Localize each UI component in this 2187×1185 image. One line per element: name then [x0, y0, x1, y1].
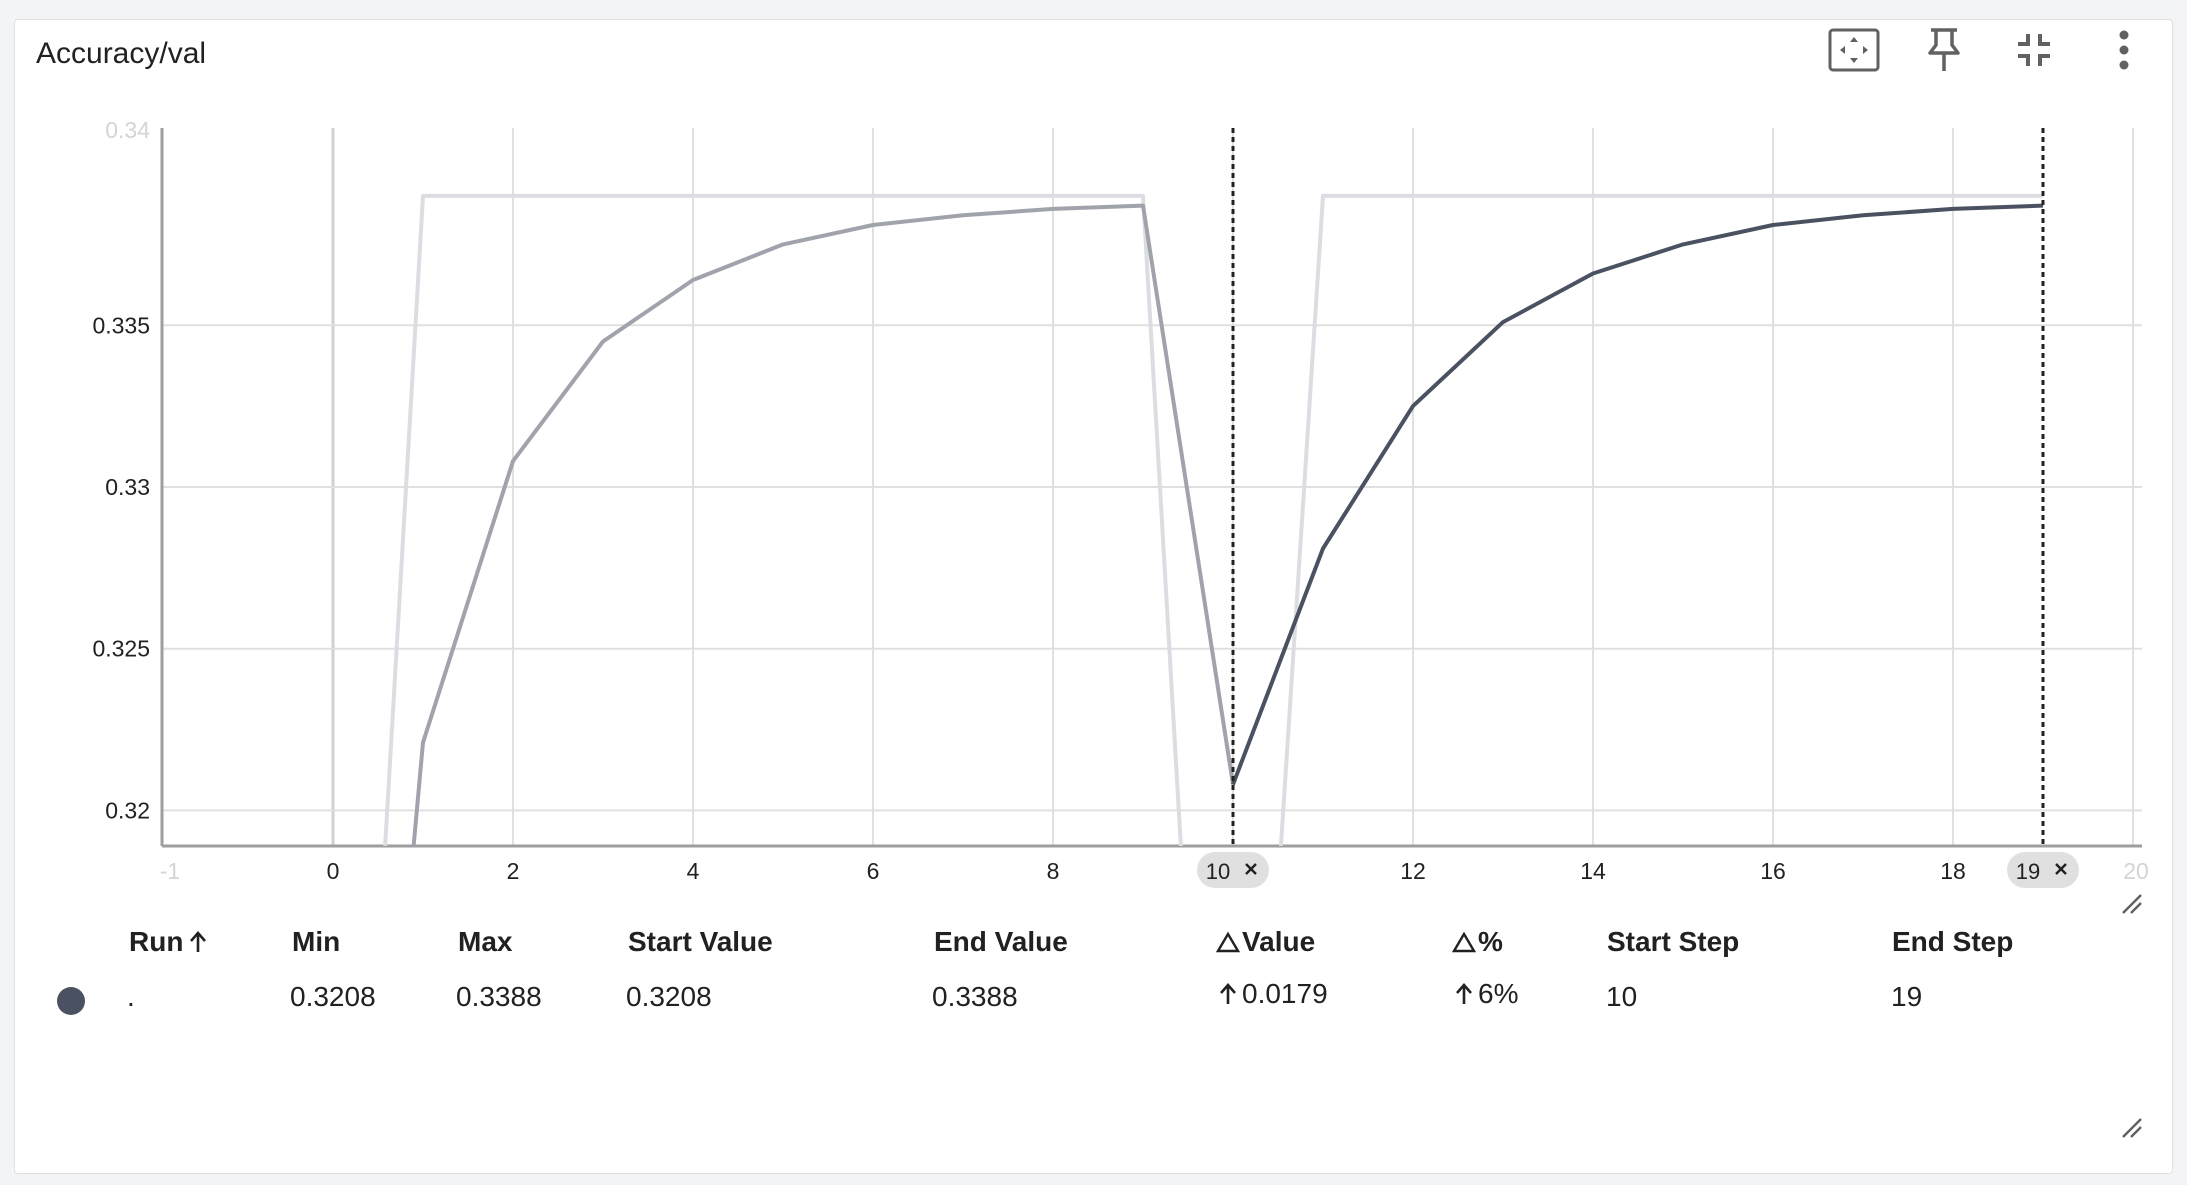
- step-marker-pill[interactable]: 19: [2007, 852, 2079, 888]
- scalar-card: [14, 19, 2173, 1174]
- sort-ascending-icon: [187, 930, 209, 954]
- series-line-smoothed: [411, 203, 1235, 846]
- row-start-value: 0.3208: [626, 981, 712, 1012]
- header-run[interactable]: Run: [129, 926, 209, 958]
- y-tick-label: 0.32: [105, 797, 150, 823]
- x-tick-label: 4: [687, 858, 700, 884]
- close-icon: [2055, 863, 2067, 875]
- row-min: 0.3208: [290, 981, 376, 1012]
- y-tick-label-partial: 0.34: [105, 117, 150, 143]
- x-tick-label-partial: -1: [160, 858, 180, 884]
- run-color-dot[interactable]: [57, 987, 85, 1015]
- series-group: [383, 193, 2044, 846]
- row-run: .: [127, 981, 135, 1012]
- series-line-active: [1231, 203, 2044, 786]
- pin-icon: [1928, 28, 1960, 71]
- y-tick-label: 0.33: [105, 474, 150, 500]
- row-end-value: 0.3388: [932, 981, 1018, 1012]
- more-menu-button[interactable]: [2092, 18, 2156, 82]
- x-tick-label-partial: 20: [2123, 858, 2149, 884]
- fit-to-data-icon: [1828, 28, 1880, 72]
- header-start-step[interactable]: Start Step: [1607, 926, 1740, 957]
- chart-resize-handle-icon[interactable]: [2120, 892, 2144, 916]
- collapse-button[interactable]: [2002, 18, 2066, 82]
- header-min[interactable]: Min: [292, 926, 341, 957]
- x-tick-label: 8: [1047, 858, 1060, 884]
- delta-icon: [1452, 931, 1476, 953]
- series-line-raw: [383, 193, 2043, 846]
- x-tick-label: 6: [867, 858, 880, 884]
- header-delta-percent[interactable]: %: [1452, 926, 1503, 958]
- header-start-value[interactable]: Start Value: [628, 926, 773, 957]
- pin-button[interactable]: [1912, 18, 1976, 82]
- more-vert-icon: [2119, 30, 2129, 70]
- header-delta-value[interactable]: Value: [1216, 926, 1315, 958]
- step-marker-pill-bg: [1197, 852, 1269, 888]
- x-tick-label: 2: [507, 858, 520, 884]
- x-tick-label: 14: [1580, 858, 1606, 884]
- close-icon: [1245, 863, 1257, 875]
- x-tick-label: 18: [1940, 858, 1966, 884]
- y-tick-label: 0.325: [92, 636, 150, 662]
- y-tick-label: 0.335: [92, 312, 150, 338]
- delta-icon: [1216, 931, 1240, 953]
- x-tick-label: 16: [1760, 858, 1786, 884]
- row-delta-percent: 6%: [1454, 978, 1518, 1010]
- step-marker-label: 10: [1206, 859, 1230, 884]
- step-marker-pill-bg: [2007, 852, 2079, 888]
- step-marker-label: 19: [2016, 859, 2040, 884]
- card-resize-handle-icon[interactable]: [2120, 1116, 2144, 1140]
- row-end-step: 19: [1891, 981, 1923, 1012]
- row-delta-value: 0.0179: [1218, 978, 1328, 1010]
- step-marker-pill[interactable]: 10: [1197, 852, 1269, 888]
- header-max[interactable]: Max: [458, 926, 513, 957]
- card-title: Accuracy/val: [36, 37, 207, 70]
- x-tick-label: 12: [1400, 858, 1426, 884]
- collapse-icon: [2018, 34, 2050, 66]
- header-end-value[interactable]: End Value: [934, 926, 1068, 957]
- row-max: 0.3388: [456, 981, 542, 1012]
- arrow-up-icon: [1218, 982, 1238, 1006]
- fit-to-data-button[interactable]: [1822, 18, 1886, 82]
- row-start-step: 10: [1606, 981, 1638, 1012]
- header-end-step[interactable]: End Step: [1892, 926, 2014, 957]
- line-chart[interactable]: 0.32 0.325 0.33 0.335 0.34 0 2 4 6 8 12 14 16 18 -1 20 1…: [0, 0, 2187, 905]
- arrow-up-icon: [1454, 982, 1474, 1006]
- x-tick-label: 0: [327, 858, 340, 884]
